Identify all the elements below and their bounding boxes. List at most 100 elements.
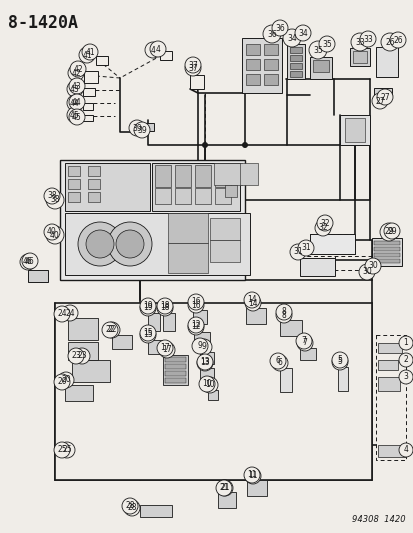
- Circle shape: [129, 120, 145, 136]
- Text: 35: 35: [312, 45, 322, 54]
- Text: 10: 10: [205, 381, 214, 390]
- Text: 7: 7: [301, 336, 306, 345]
- Bar: [165, 357, 185, 362]
- Text: 11: 11: [248, 472, 257, 481]
- Bar: [88, 179, 100, 189]
- Bar: [88, 166, 100, 176]
- Circle shape: [69, 109, 85, 125]
- Text: 26: 26: [392, 36, 402, 44]
- Circle shape: [275, 304, 291, 320]
- Bar: [65, 385, 93, 401]
- Circle shape: [271, 20, 287, 36]
- Circle shape: [295, 333, 311, 349]
- Text: 14: 14: [247, 298, 257, 308]
- Bar: [373, 253, 399, 257]
- Circle shape: [216, 480, 231, 496]
- Bar: [299, 348, 315, 360]
- Bar: [154, 188, 171, 204]
- Text: 18: 18: [160, 302, 169, 311]
- Text: 11: 11: [247, 471, 256, 480]
- Text: 37: 37: [188, 63, 197, 72]
- Circle shape: [271, 355, 287, 371]
- Circle shape: [78, 222, 122, 266]
- Text: 43: 43: [72, 82, 82, 91]
- Bar: [168, 213, 207, 243]
- Text: 37: 37: [188, 61, 197, 69]
- Text: 41: 41: [85, 47, 95, 56]
- Circle shape: [140, 327, 156, 343]
- Bar: [165, 378, 185, 383]
- Circle shape: [389, 32, 405, 48]
- Bar: [199, 352, 214, 364]
- Circle shape: [54, 442, 70, 458]
- Text: 39: 39: [132, 124, 142, 133]
- Text: 17: 17: [160, 343, 169, 352]
- Text: 20: 20: [61, 376, 71, 384]
- Circle shape: [54, 374, 70, 390]
- Bar: [192, 310, 206, 324]
- Bar: [344, 118, 364, 142]
- Bar: [352, 51, 366, 63]
- Circle shape: [359, 31, 375, 47]
- Circle shape: [202, 377, 218, 393]
- Text: 13: 13: [200, 359, 209, 367]
- Circle shape: [195, 339, 211, 355]
- Bar: [224, 185, 236, 197]
- Text: 19: 19: [143, 303, 152, 312]
- Text: 12: 12: [191, 322, 200, 332]
- Circle shape: [188, 297, 204, 313]
- Bar: [154, 165, 171, 187]
- Circle shape: [244, 468, 260, 484]
- Text: 45: 45: [72, 112, 82, 122]
- Text: 20: 20: [57, 377, 66, 386]
- Bar: [209, 240, 240, 262]
- Text: 28: 28: [127, 504, 136, 513]
- Text: 39: 39: [137, 125, 147, 134]
- Circle shape: [70, 61, 86, 77]
- Text: 10: 10: [202, 379, 211, 389]
- Circle shape: [197, 355, 212, 371]
- Text: 6: 6: [277, 359, 282, 367]
- Bar: [214, 188, 230, 204]
- Circle shape: [22, 253, 38, 269]
- Text: 5: 5: [337, 358, 342, 367]
- Bar: [147, 313, 159, 331]
- Bar: [68, 179, 80, 189]
- Bar: [159, 51, 171, 60]
- Text: 35: 35: [321, 39, 331, 49]
- Bar: [373, 259, 399, 263]
- Text: 34: 34: [297, 28, 307, 37]
- Circle shape: [296, 335, 312, 351]
- Circle shape: [243, 467, 259, 483]
- Bar: [83, 88, 95, 96]
- Circle shape: [140, 325, 156, 341]
- Bar: [175, 165, 190, 187]
- Bar: [309, 57, 331, 79]
- Circle shape: [185, 60, 201, 76]
- Circle shape: [243, 292, 259, 308]
- Text: 12: 12: [191, 320, 200, 329]
- Bar: [83, 103, 93, 110]
- Circle shape: [269, 353, 285, 369]
- Text: 25: 25: [62, 446, 71, 455]
- Text: 22: 22: [107, 326, 116, 335]
- Circle shape: [134, 122, 150, 138]
- Circle shape: [69, 78, 85, 94]
- Text: 3: 3: [403, 373, 408, 382]
- Circle shape: [145, 42, 161, 58]
- Text: 25: 25: [57, 446, 66, 455]
- Text: 16: 16: [191, 297, 200, 306]
- Bar: [286, 44, 304, 79]
- Text: 26: 26: [384, 37, 394, 46]
- Bar: [112, 335, 132, 349]
- Bar: [245, 308, 266, 324]
- Text: 21: 21: [220, 483, 229, 492]
- Text: 8-1420A: 8-1420A: [8, 14, 78, 32]
- Bar: [165, 371, 185, 376]
- Circle shape: [398, 353, 412, 367]
- Bar: [214, 163, 242, 185]
- Text: 4: 4: [403, 446, 408, 455]
- Bar: [245, 44, 259, 55]
- Bar: [175, 188, 190, 204]
- Bar: [289, 47, 301, 53]
